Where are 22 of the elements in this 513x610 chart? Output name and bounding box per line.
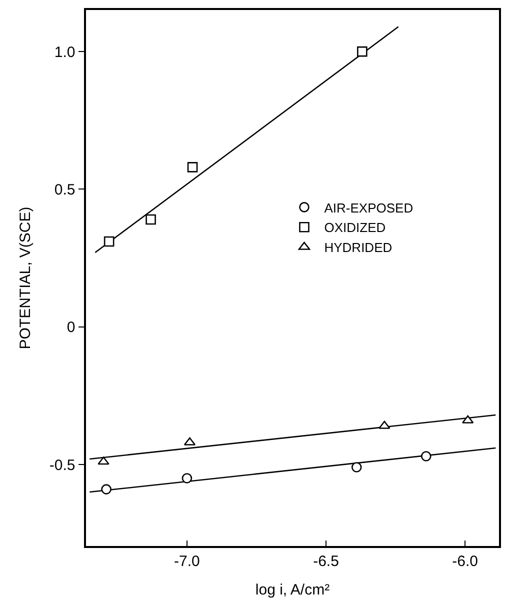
legend-label: AIR-EXPOSED (324, 200, 414, 216)
x-tick-label: -6.5 (313, 552, 339, 570)
y-tick-label: 1.0 (54, 44, 76, 61)
y-axis-title: POTENTIAL, V(SCE) (17, 206, 34, 350)
point (357, 46, 368, 57)
y-tick-label: -0.5 (49, 456, 76, 474)
point (146, 214, 156, 225)
legend-label: OXIDIZED (324, 220, 386, 236)
x-tick-label: -7.0 (174, 552, 200, 570)
y-tick-label: 0 (66, 319, 76, 336)
x-axis-title: log i, A/cm² (255, 581, 330, 598)
point (101, 484, 112, 494)
legend-label: HYDRIDED (324, 240, 392, 256)
point (104, 236, 114, 247)
y-tick-label: 0.5 (54, 181, 76, 198)
point (420, 451, 432, 462)
point (187, 162, 198, 172)
point (378, 420, 390, 429)
point (462, 415, 474, 424)
point (98, 456, 110, 465)
x-tick-label: -6.0 (452, 552, 478, 570)
point (182, 473, 192, 484)
